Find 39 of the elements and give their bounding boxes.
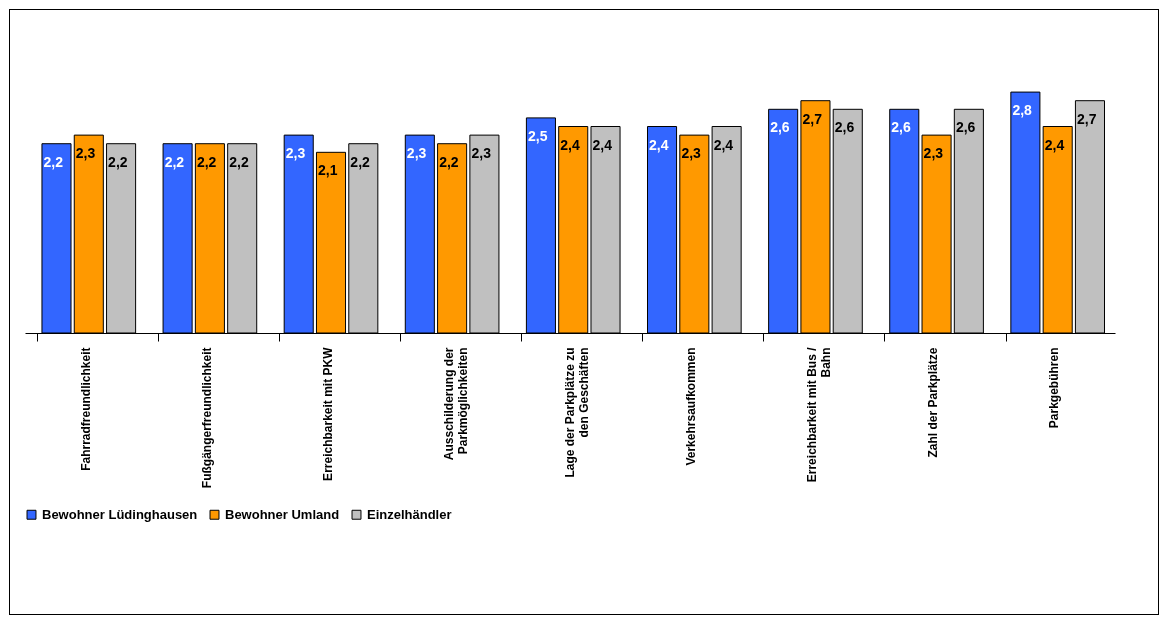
data-label: 2,3 [471, 145, 492, 162]
data-label: 2,5 [527, 127, 548, 144]
data-label: 2,2 [108, 153, 128, 170]
data-label: 2,1 [318, 162, 338, 179]
data-label: 2,2 [43, 153, 64, 170]
data-label: 2,8 [1012, 102, 1033, 119]
data-label: 2,6 [955, 119, 976, 136]
data-label: 2,2 [350, 153, 371, 170]
data-label: 2,4 [592, 136, 613, 153]
data-label: 2,4 [649, 136, 669, 153]
x-tick-label: Parkgebühren [1047, 347, 1062, 429]
data-label: 2,3 [75, 145, 96, 162]
data-label: 2,6 [834, 119, 855, 136]
legend-label: Bewohner Lüdinghausen [42, 506, 198, 522]
data-label: 2,2 [164, 153, 185, 170]
data-label: 2,6 [770, 119, 790, 136]
data-label: 2,7 [1077, 110, 1097, 127]
x-tick-label: Erreichbarkeit mit PKW [320, 346, 335, 481]
data-label: 2,3 [406, 145, 427, 162]
x-tick-label: Fußgängerfreundlichkeit [199, 347, 214, 489]
data-label: 2,4 [1044, 136, 1065, 153]
data-label: 2,4 [560, 136, 580, 153]
x-tick-label: Lage der Parkplätze zu den Geschäften [563, 347, 591, 478]
x-tick-label: Verkehrsaufkommen [684, 347, 699, 466]
data-label: 2,4 [713, 136, 734, 153]
x-tick-label: Erreichbarkeit mit Bus / Bahn [805, 346, 834, 483]
data-label: 2,3 [285, 145, 306, 162]
x-tick-label: Zahl der Parkplätze [926, 347, 941, 458]
data-label: 2,2 [196, 153, 217, 170]
data-label: 2,2 [439, 153, 459, 170]
data-label: 2,3 [681, 145, 702, 162]
x-tick-label: Fahrradfreundlichkeit [78, 347, 93, 471]
x-tick-label: Ausschilderung der Parkmöglichkeiten [441, 347, 470, 461]
data-label: 2,6 [891, 119, 911, 136]
data-label: 2,7 [802, 110, 823, 127]
data-label: 2,2 [229, 153, 249, 170]
legend-label: Einzelhändler [367, 506, 452, 522]
data-label: 2,3 [923, 145, 944, 162]
legend-label: Bewohner Umland [225, 506, 340, 522]
